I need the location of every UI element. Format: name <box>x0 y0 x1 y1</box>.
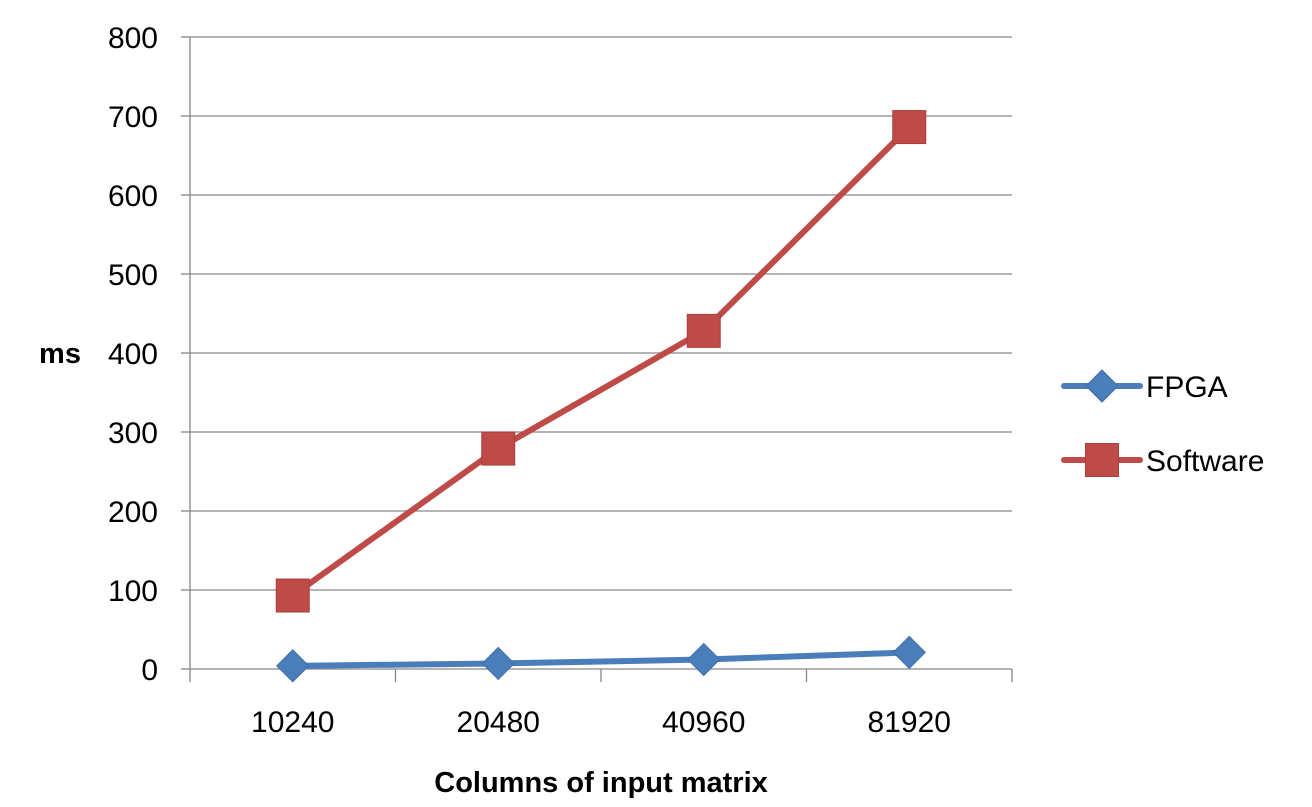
x-axis-title: Columns of input matrix <box>434 767 768 799</box>
legend: FPGA Software <box>1061 369 1264 478</box>
legend-marker-fpga <box>1085 369 1119 403</box>
data-point-software <box>481 431 516 466</box>
legend-item-fpga: FPGA <box>1061 369 1228 404</box>
data-point-software <box>892 110 927 145</box>
gridlines <box>190 36 1012 591</box>
x-tick-label: 10240 <box>251 706 334 739</box>
series-group <box>275 110 927 683</box>
y-tick-label: 800 <box>108 22 158 55</box>
x-tick-label: 40960 <box>662 706 745 739</box>
data-point-fpga <box>481 646 515 681</box>
y-tick-label: 300 <box>108 417 158 450</box>
data-point-software <box>686 313 721 348</box>
y-tick-label: 500 <box>108 259 158 292</box>
data-point-software <box>275 578 310 613</box>
data-point-fpga <box>687 642 721 677</box>
series-line-software <box>289 124 913 599</box>
series-line-fpga <box>289 649 913 669</box>
y-tick-label: 0 <box>141 654 158 687</box>
x-tick-label: 20480 <box>457 706 540 739</box>
legend-label-fpga: FPGA <box>1146 371 1228 404</box>
legend-label-software: Software <box>1146 445 1264 478</box>
series-fpga <box>276 635 926 683</box>
series-software <box>275 110 927 613</box>
data-point-fpga <box>276 649 310 683</box>
tick-labels: 0 100 200 300 400 500 600 700 800 10240 20480 40960… <box>108 22 951 739</box>
y-tick-label: 200 <box>108 496 158 529</box>
y-tick-label: 400 <box>108 338 158 371</box>
legend-item-software: Software <box>1061 443 1264 478</box>
y-tick-label: 100 <box>108 575 158 608</box>
y-tick-label: 600 <box>108 180 158 213</box>
x-tick-label: 81920 <box>868 706 951 739</box>
legend-marker-software <box>1085 443 1119 477</box>
axes <box>181 36 1013 682</box>
y-tick-label: 700 <box>108 101 158 134</box>
data-point-fpga <box>892 635 926 670</box>
y-axis-title: ms <box>39 338 81 370</box>
